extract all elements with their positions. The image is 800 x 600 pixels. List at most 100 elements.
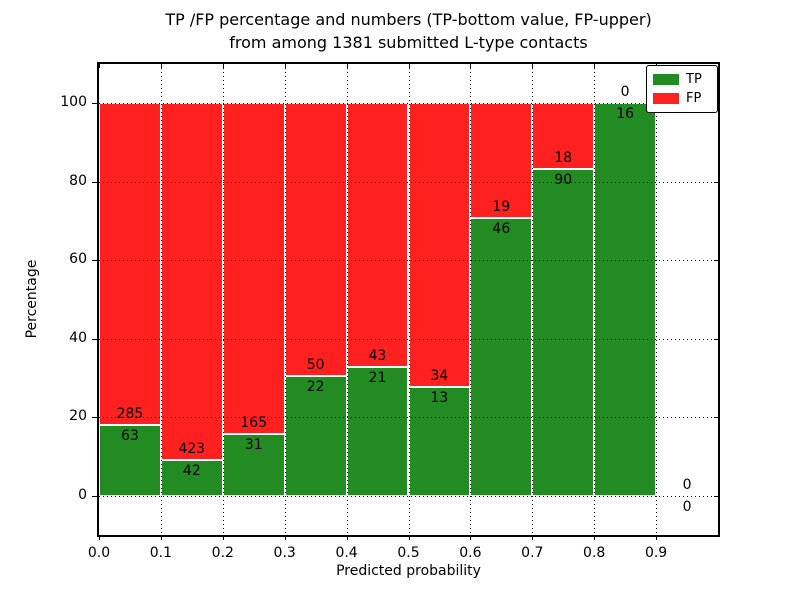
bar-segment-tp-1 <box>160 460 223 496</box>
x-tick-label-0.5: 0.5 <box>397 545 420 561</box>
x-tick-top-0.5 <box>408 64 410 68</box>
y-tick-right-40 <box>714 338 718 340</box>
tp-legend-swatch <box>653 74 679 85</box>
bar-segment-tp-7 <box>532 168 595 496</box>
fp-count-label-1: 423 <box>178 441 206 458</box>
x-tick-label-0.3: 0.3 <box>273 545 296 561</box>
tp-count-label-6: 46 <box>492 220 511 237</box>
x-tick-bottom-0.6 <box>470 535 472 540</box>
x-tick-label-0.9: 0.9 <box>644 545 668 561</box>
bar-segment-tp-0 <box>99 424 161 496</box>
x-tick-label-0.0: 0.0 <box>87 545 111 561</box>
y-tick-left-0 <box>92 495 97 497</box>
tp-count-label-3: 22 <box>306 378 325 395</box>
x-tick-label-0.1: 0.1 <box>149 545 173 561</box>
tp-count-label-5: 13 <box>430 390 449 407</box>
v-gridline-0.9 <box>656 64 658 535</box>
chart-title: TP /FP percentage and numbers (TP-bottom… <box>97 8 720 54</box>
fp-count-label-8: 0 <box>620 84 630 101</box>
y-tick-right-0 <box>714 495 718 497</box>
tp-legend-label: TP <box>686 72 702 87</box>
fp-count-label-4: 43 <box>368 347 387 364</box>
v-gridline-0.5 <box>408 64 410 535</box>
y-axis-title: Percentage <box>24 259 40 339</box>
x-tick-bottom-0.5 <box>408 535 410 540</box>
tp-count-label-4: 21 <box>368 369 387 386</box>
fp-count-label-3: 50 <box>306 356 325 373</box>
x-tick-top-0.7 <box>532 64 534 68</box>
bar-segment-fp-0 <box>99 103 161 425</box>
tp-count-label-1: 42 <box>182 463 201 480</box>
legend: TP FP <box>646 65 718 113</box>
x-tick-top-0.3 <box>284 64 286 68</box>
y-tick-left-60 <box>92 260 97 262</box>
chart-title-line1: TP /FP percentage and numbers (TP-bottom… <box>165 10 652 29</box>
tp-count-label-8: 16 <box>616 106 635 123</box>
y-tick-label-40: 40 <box>69 329 87 346</box>
x-tick-label-0.6: 0.6 <box>459 545 482 561</box>
plot-area: 285 63 423 42 165 31 50 22 43 21 34 13 19 46 18 90 0 16 0 0… <box>60 62 720 561</box>
bar-segment-tp-8 <box>594 103 657 496</box>
y-tick-left-20 <box>92 417 97 419</box>
y-tick-label-100: 100 <box>60 94 87 111</box>
x-tick-bottom-0.2 <box>222 535 224 540</box>
fp-count-label-2: 165 <box>240 414 268 431</box>
x-axis-title: Predicted probability <box>336 563 481 579</box>
x-tick-label-0.8: 0.8 <box>583 545 606 561</box>
fp-count-label-5: 34 <box>430 368 449 385</box>
x-tick-top-0.8 <box>594 64 596 68</box>
x-tick-bottom-0.1 <box>160 535 162 540</box>
tp-count-label-2: 31 <box>244 436 263 453</box>
bar-segment-tp-5 <box>408 387 471 496</box>
x-tick-bottom-0.9 <box>656 535 658 540</box>
x-tick-top-0.0 <box>99 64 100 68</box>
bar-segment-fp-2 <box>222 103 285 434</box>
y-tick-left-80 <box>92 181 97 183</box>
y-tick-right-80 <box>714 181 718 183</box>
y-tick-right-60 <box>714 260 718 262</box>
v-gridline-0.4 <box>346 64 348 535</box>
x-tick-top-0.2 <box>222 64 224 68</box>
v-gridline-0.7 <box>532 64 534 535</box>
fp-count-label-9: 0 <box>682 476 692 493</box>
y-tick-left-100 <box>92 103 97 105</box>
x-tick-top-0.6 <box>470 64 472 68</box>
y-tick-label-80: 80 <box>69 172 87 189</box>
v-gridline-0.3 <box>284 64 286 535</box>
legend-item-fp: FP <box>653 91 711 106</box>
v-gridline-0.2 <box>222 64 224 535</box>
x-tick-bottom-0.4 <box>346 535 348 540</box>
bar-segment-fp-1 <box>160 103 223 461</box>
y-tick-label-0: 0 <box>78 486 87 503</box>
fp-count-label-6: 19 <box>492 198 511 215</box>
tp-count-label-7: 90 <box>554 171 573 188</box>
y-tick-label-20: 20 <box>69 408 87 425</box>
fp-legend-swatch <box>653 93 679 104</box>
x-tick-top-0.1 <box>160 64 162 68</box>
x-tick-top-0.4 <box>346 64 348 68</box>
fp-count-label-0: 285 <box>116 405 144 422</box>
x-tick-bottom-0.0 <box>99 535 100 540</box>
bar-segment-fp-3 <box>284 103 347 376</box>
y-tick-label-60: 60 <box>69 251 87 268</box>
tp-count-label-0: 63 <box>121 427 139 444</box>
v-gridline-0.1 <box>160 64 162 535</box>
bar-segment-fp-4 <box>346 103 409 367</box>
x-tick-label-0.7: 0.7 <box>521 545 544 561</box>
v-gridline-0.6 <box>470 64 472 535</box>
x-tick-bottom-0.8 <box>594 535 596 540</box>
x-tick-label-0.2: 0.2 <box>211 545 234 561</box>
x-tick-bottom-0.7 <box>532 535 534 540</box>
bar-segment-fp-5 <box>408 103 471 388</box>
bar-segment-tp-3 <box>284 375 347 496</box>
x-tick-label-0.4: 0.4 <box>335 545 358 561</box>
fp-count-label-7: 18 <box>554 149 573 166</box>
legend-item-tp: TP <box>653 72 711 87</box>
y-tick-right-20 <box>714 417 718 419</box>
x-tick-bottom-0.3 <box>284 535 286 540</box>
fp-legend-label: FP <box>686 91 702 106</box>
y-tick-left-40 <box>92 338 97 340</box>
tp-count-label-9: 0 <box>682 498 692 515</box>
v-gridline-0.8 <box>594 64 596 535</box>
